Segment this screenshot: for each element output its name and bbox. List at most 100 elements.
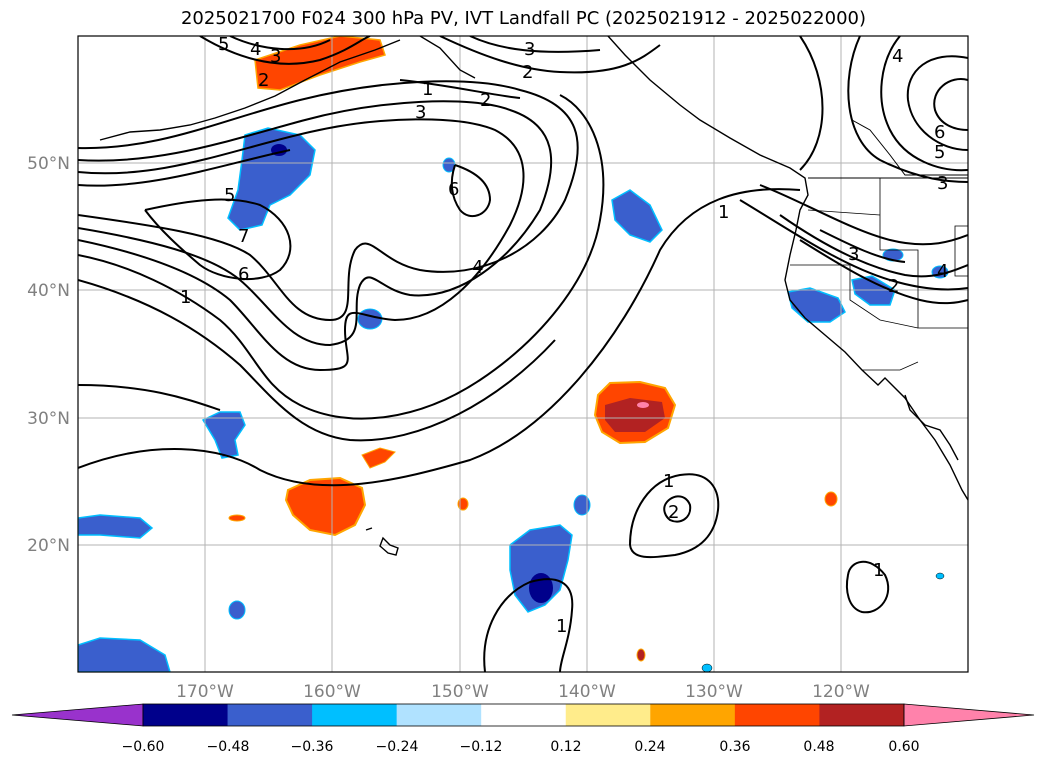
contour-label: 3 — [270, 46, 281, 67]
colorbar-outline — [142, 703, 905, 727]
coastline-aleutians — [99, 39, 401, 141]
pv-positive-region — [636, 648, 646, 662]
pv-contour — [933, 78, 968, 131]
pv-contour — [819, 229, 906, 263]
border-states — [807, 209, 881, 216]
lat-label: 50°N — [27, 154, 70, 174]
pv-contour — [469, 36, 601, 53]
pv-negative-region — [78, 637, 171, 672]
lat-label: 40°N — [27, 281, 70, 301]
colorbar-segment — [481, 704, 567, 726]
pv-positive-region — [824, 491, 838, 507]
pv-contour-closed — [845, 560, 890, 614]
contour-label: 2 — [888, 276, 899, 297]
colorbar-tick-label: −0.12 — [460, 739, 503, 755]
island-hawaii — [379, 536, 399, 556]
colorbar-tick-label: −0.60 — [122, 739, 165, 755]
colorbar-tick-label: 0.60 — [888, 739, 919, 755]
colorbar-tick-label: 0.36 — [719, 739, 750, 755]
contour-label: 3 — [848, 244, 859, 265]
pv-contour — [229, 36, 331, 51]
pv-contour — [779, 214, 968, 278]
lon-label: 160°W — [303, 682, 361, 702]
pv-contour — [78, 279, 556, 442]
contour-label: 4 — [472, 257, 483, 278]
pv-contour — [78, 100, 553, 347]
pv-contour — [78, 384, 221, 411]
lon-label: 150°W — [431, 682, 489, 702]
lon-label: 140°W — [558, 682, 616, 702]
pv-contour-closed — [450, 164, 492, 218]
pv-contour — [799, 239, 968, 305]
pv-contour — [439, 36, 661, 74]
map-frame — [77, 35, 969, 673]
pv-max-core — [637, 402, 649, 408]
border-states — [879, 178, 968, 329]
colorbar-segment — [565, 704, 651, 726]
pv-contour — [78, 118, 525, 372]
colorbar-segment — [819, 704, 905, 726]
colorbar-segment — [143, 704, 229, 726]
border-us-mexico — [862, 361, 919, 371]
lat-label: 20°N — [27, 536, 70, 556]
colorbar-segment — [396, 704, 482, 726]
pv-contour — [78, 94, 605, 420]
contour-label: 5 — [934, 142, 945, 163]
pv-positive-region — [284, 476, 367, 537]
colorbar-tick-label: 0.48 — [803, 739, 834, 755]
contour-label: 5 — [218, 34, 229, 55]
contour-label: 2 — [522, 62, 533, 83]
pv-contour — [483, 578, 574, 672]
pv-negative-region — [573, 494, 591, 516]
contour-label: 2 — [258, 70, 269, 91]
colorbar-segment — [312, 704, 398, 726]
colorbar-labels: −0.60 −0.48 −0.36 −0.24 −0.12 0.12 0.24 … — [122, 739, 920, 755]
pv-strong-positive-core — [605, 398, 665, 432]
pv-contour — [759, 184, 968, 246]
contour-labels: 5 4 3 2 3 2 1 2 3 5 7 6 1 6 4 1 2 1 1 3 — [180, 34, 948, 637]
map-panel[interactable]: 5 4 3 2 3 2 1 2 3 5 7 6 1 6 4 1 2 1 1 3 — [77, 34, 969, 673]
border-states — [954, 225, 968, 277]
contour-label: 1 — [556, 616, 567, 637]
contour-label: 4 — [937, 261, 948, 282]
contour-label: 3 — [524, 39, 535, 60]
lon-label: 130°W — [685, 682, 743, 702]
contour-label: 6 — [238, 264, 249, 285]
contour-label: 1 — [422, 79, 433, 100]
pv-contour — [739, 199, 968, 291]
colorbar-segment — [227, 704, 313, 726]
pv-negative-region — [611, 189, 663, 243]
pv-positive-region — [228, 514, 246, 522]
pv-contour — [906, 55, 968, 151]
pv-contour-closed — [144, 198, 292, 281]
pv-contour — [78, 188, 801, 487]
pv-contours — [78, 36, 968, 672]
contour-label: 3 — [415, 102, 426, 123]
island-hawaii — [365, 527, 373, 531]
pv-strong-negative-core — [529, 573, 553, 603]
longitude-labels: 170°W 160°W 150°W 140°W 130°W 120°W — [176, 682, 870, 702]
colorbar-tick-label: −0.24 — [376, 739, 419, 755]
pv-negative-region — [357, 308, 383, 330]
pv-negative-region — [78, 514, 154, 539]
border-canada — [851, 119, 968, 176]
pv-negative-region — [509, 524, 573, 613]
colorbar-tick-label: 0.12 — [550, 739, 581, 755]
pv-contour — [799, 36, 824, 171]
coastlines — [99, 36, 968, 556]
coastline-north-america — [607, 36, 968, 501]
colorbar-tick-label: −0.48 — [207, 739, 250, 755]
colorbar-extend-max — [903, 703, 1035, 727]
coastline-gulf-california — [904, 394, 959, 461]
pv-negative-region — [935, 572, 945, 580]
pv-contour-closed — [629, 473, 720, 559]
contour-label: 5 — [224, 185, 235, 206]
contour-label: 4 — [892, 46, 903, 67]
lat-label: 30°N — [27, 409, 70, 429]
colorbar-tick-label: 0.24 — [634, 739, 665, 755]
pv-negative-region — [701, 663, 713, 672]
pv-negative-region — [228, 600, 246, 620]
colorbar: −0.60 −0.48 −0.36 −0.24 −0.12 0.12 0.24 … — [11, 703, 1035, 755]
latitude-labels: 50°N 40°N 30°N 20°N — [27, 154, 70, 556]
